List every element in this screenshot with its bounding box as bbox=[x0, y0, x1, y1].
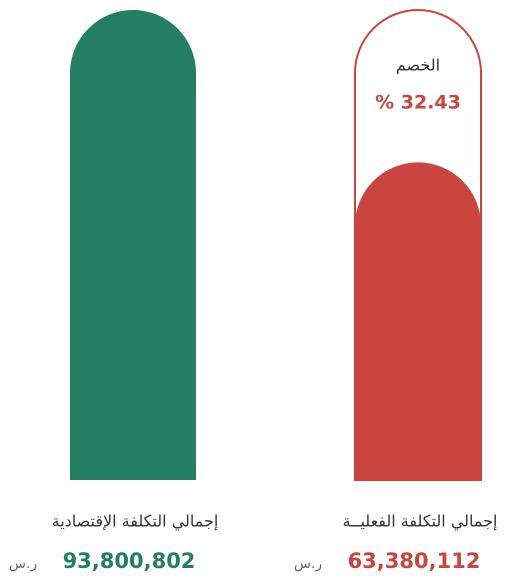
currency: ر.س bbox=[294, 556, 322, 572]
bar bbox=[70, 10, 196, 480]
value-label: 63,380,112 bbox=[348, 549, 481, 573]
discount-value: % 32.43 bbox=[375, 92, 461, 114]
category-label: إجمالي التكلفة الفعليــة bbox=[342, 512, 497, 532]
bar bbox=[355, 162, 481, 480]
discount-label: الخصم bbox=[396, 56, 440, 75]
currency: ر.س bbox=[9, 556, 37, 572]
category-label: إجمالي التكلفة الإقتصادية bbox=[52, 512, 219, 532]
value-label: 93,800,802 bbox=[63, 549, 196, 573]
